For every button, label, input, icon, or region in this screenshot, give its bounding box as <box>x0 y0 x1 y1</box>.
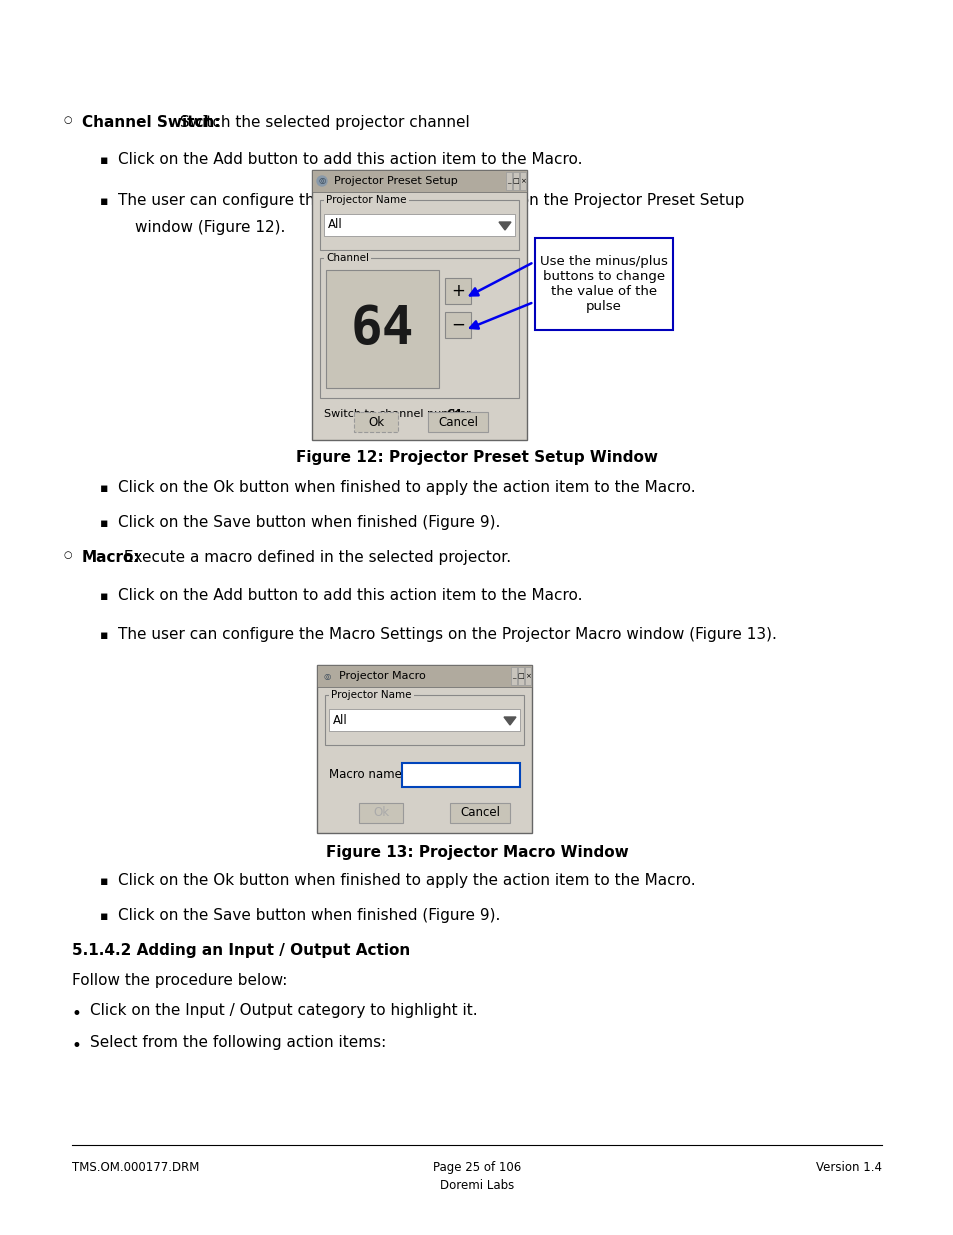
FancyBboxPatch shape <box>401 763 519 787</box>
Text: •: • <box>71 1037 81 1055</box>
Text: +: + <box>451 282 465 300</box>
Text: Click on the Save button when finished (Figure 9).: Click on the Save button when finished (… <box>118 908 500 923</box>
Text: All: All <box>328 219 342 231</box>
FancyBboxPatch shape <box>505 172 512 190</box>
Text: Projector Preset Setup: Projector Preset Setup <box>334 177 457 186</box>
Text: Cancel: Cancel <box>459 806 499 820</box>
Text: 64: 64 <box>351 303 414 354</box>
Text: 64: 64 <box>446 409 461 419</box>
Text: □: □ <box>517 673 524 679</box>
FancyBboxPatch shape <box>511 667 517 685</box>
FancyBboxPatch shape <box>355 412 398 432</box>
Text: ◎: ◎ <box>323 672 331 680</box>
Text: _: _ <box>512 673 516 679</box>
FancyBboxPatch shape <box>319 258 518 398</box>
Text: Figure 13: Projector Macro Window: Figure 13: Projector Macro Window <box>325 845 628 860</box>
Circle shape <box>316 177 327 186</box>
Text: Use the minus/plus
buttons to change
the value of the
pulse: Use the minus/plus buttons to change the… <box>539 254 667 312</box>
FancyBboxPatch shape <box>535 238 672 330</box>
Text: ◎: ◎ <box>318 177 325 185</box>
FancyBboxPatch shape <box>445 312 471 338</box>
Text: Click on the Add button to add this action item to the Macro.: Click on the Add button to add this acti… <box>118 152 582 167</box>
Text: ▪: ▪ <box>100 629 108 642</box>
Text: _: _ <box>507 178 510 184</box>
Text: Follow the procedure below:: Follow the procedure below: <box>71 973 287 988</box>
Text: Page 25 of 106: Page 25 of 106 <box>433 1161 520 1174</box>
Text: ▪: ▪ <box>100 910 108 923</box>
Text: Projector Name: Projector Name <box>326 195 406 205</box>
Text: ▪: ▪ <box>100 876 108 888</box>
Text: Click on the Input / Output category to highlight it.: Click on the Input / Output category to … <box>90 1003 477 1018</box>
Text: Click on the Save button when finished (Figure 9).: Click on the Save button when finished (… <box>118 515 500 530</box>
Text: Switch the selected projector channel: Switch the selected projector channel <box>174 115 469 130</box>
Text: The user can configure the Channel Switch Settings on the Projector Preset Setup: The user can configure the Channel Switc… <box>118 193 743 207</box>
FancyBboxPatch shape <box>316 664 532 687</box>
Text: ○: ○ <box>64 550 72 559</box>
FancyBboxPatch shape <box>329 709 519 731</box>
Text: window (Figure 12).: window (Figure 12). <box>135 220 285 235</box>
Text: ▪: ▪ <box>100 482 108 495</box>
Text: Ok: Ok <box>373 806 389 820</box>
Text: Channel Switch:: Channel Switch: <box>82 115 220 130</box>
Polygon shape <box>503 718 516 725</box>
FancyBboxPatch shape <box>524 667 531 685</box>
Text: ▪: ▪ <box>100 195 108 207</box>
Text: The user can configure the Macro Settings on the Projector Macro window (Figure : The user can configure the Macro Setting… <box>118 627 776 642</box>
FancyBboxPatch shape <box>312 170 526 191</box>
FancyBboxPatch shape <box>450 803 510 823</box>
FancyBboxPatch shape <box>513 172 518 190</box>
Text: −: − <box>451 316 465 333</box>
Text: ×: × <box>524 673 531 679</box>
Text: Macro:: Macro: <box>82 550 140 564</box>
FancyBboxPatch shape <box>445 278 471 304</box>
Text: Click on the Ok button when finished to apply the action item to the Macro.: Click on the Ok button when finished to … <box>118 873 695 888</box>
FancyBboxPatch shape <box>519 172 525 190</box>
Text: ×: × <box>519 178 525 184</box>
Text: Figure 12: Projector Preset Setup Window: Figure 12: Projector Preset Setup Window <box>295 450 658 466</box>
Text: Click on the Ok button when finished to apply the action item to the Macro.: Click on the Ok button when finished to … <box>118 480 695 495</box>
Text: □: □ <box>512 178 518 184</box>
Text: ○: ○ <box>64 115 72 125</box>
FancyBboxPatch shape <box>324 214 515 236</box>
Text: Projector Macro: Projector Macro <box>338 671 425 680</box>
Text: Select from the following action items:: Select from the following action items: <box>90 1035 386 1050</box>
FancyBboxPatch shape <box>312 170 526 440</box>
FancyBboxPatch shape <box>319 200 518 249</box>
Text: Switch to channel number:: Switch to channel number: <box>324 409 477 419</box>
FancyBboxPatch shape <box>326 270 439 388</box>
Text: Ok: Ok <box>368 415 384 429</box>
Text: ▪: ▪ <box>100 154 108 167</box>
Text: •: • <box>71 1005 81 1023</box>
Text: Channel: Channel <box>326 253 369 263</box>
FancyBboxPatch shape <box>428 412 488 432</box>
Text: Version 1.4: Version 1.4 <box>815 1161 882 1174</box>
Text: 5.1.4.2 Adding an Input / Output Action: 5.1.4.2 Adding an Input / Output Action <box>71 944 410 958</box>
Text: ▪: ▪ <box>100 517 108 530</box>
Text: All: All <box>333 714 348 726</box>
Text: Macro name:: Macro name: <box>329 768 405 782</box>
Text: Cancel: Cancel <box>437 415 477 429</box>
FancyBboxPatch shape <box>359 803 403 823</box>
Text: ▪: ▪ <box>100 590 108 603</box>
Text: TMS.OM.000177.DRM: TMS.OM.000177.DRM <box>71 1161 199 1174</box>
FancyBboxPatch shape <box>517 667 523 685</box>
Text: Projector Name: Projector Name <box>331 690 411 700</box>
Text: Click on the Add button to add this action item to the Macro.: Click on the Add button to add this acti… <box>118 588 582 603</box>
Polygon shape <box>498 222 511 230</box>
FancyBboxPatch shape <box>316 664 532 832</box>
Text: Doremi Labs: Doremi Labs <box>439 1179 514 1192</box>
Text: Execute a macro defined in the selected projector.: Execute a macro defined in the selected … <box>119 550 511 564</box>
FancyBboxPatch shape <box>325 695 523 745</box>
